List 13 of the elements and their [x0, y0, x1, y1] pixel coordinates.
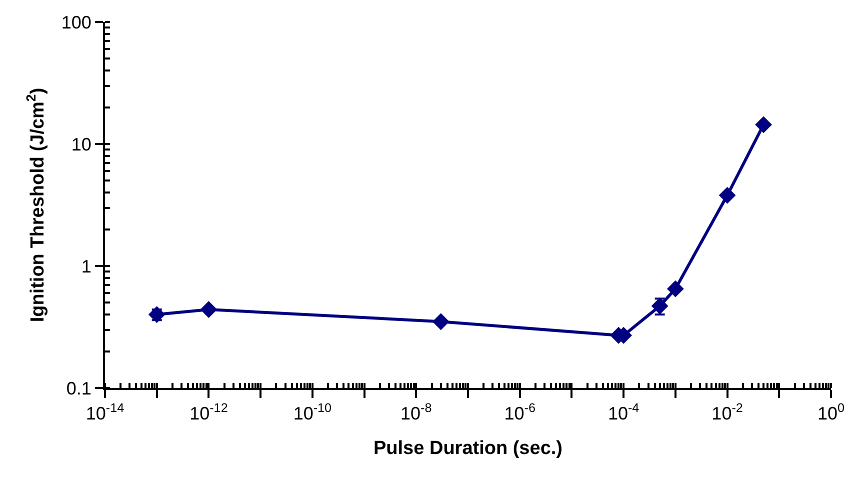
x-tick-label: 10$^{-12}$ [190, 401, 228, 424]
y-tick-label: 100 [61, 12, 92, 32]
y-tick-label: 10 [71, 134, 92, 154]
x-tick-label: 10$^{-8}$ [400, 401, 432, 424]
x-tick-label: 10$^{-4}$ [608, 401, 640, 424]
x-tick-label: 10$^{-6}$ [504, 401, 536, 424]
x-tick-label: 10$^{-2}$ [712, 401, 743, 424]
x-axis-title: Pulse Duration (sec.) [374, 438, 562, 459]
x-tick-label: 10$^{-14}$ [86, 401, 124, 424]
x-tick-label: 10$^{0}$ [817, 401, 845, 424]
x-tick-label: 10$^{-10}$ [293, 401, 332, 424]
y-tick-label: 1 [81, 256, 92, 276]
y-tick-label: 0.1 [66, 378, 92, 398]
